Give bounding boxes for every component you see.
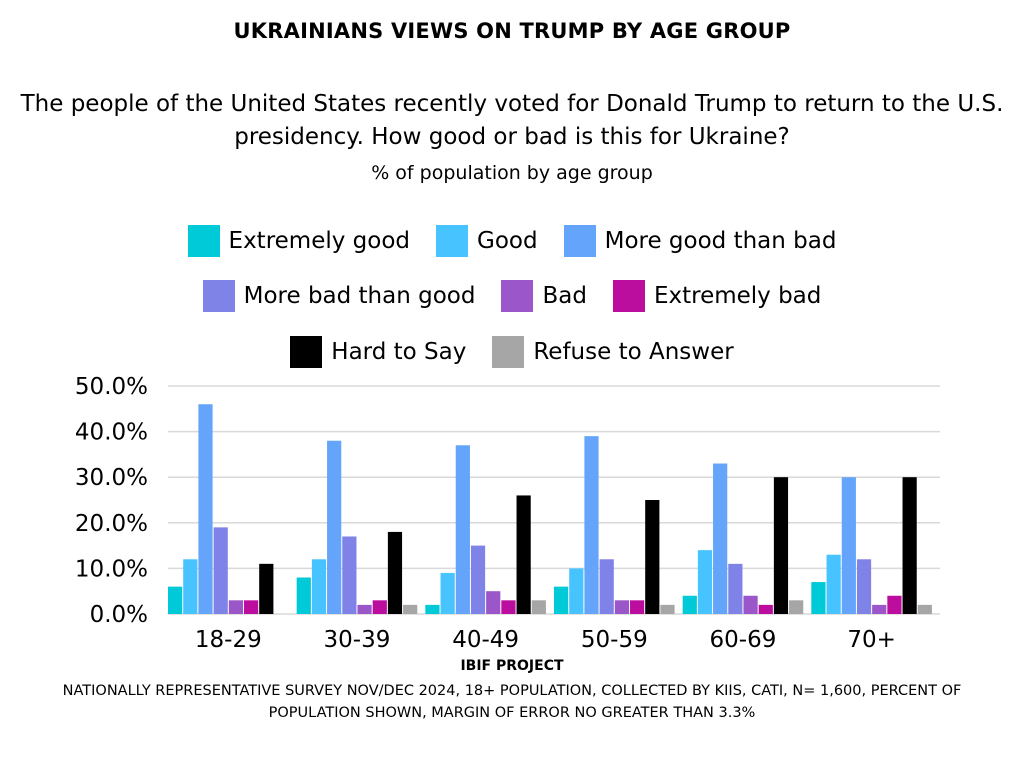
bar xyxy=(168,586,183,614)
legend-item-more-bad-than-good: More bad than good xyxy=(202,280,476,312)
chart-subtitle: % of population by age group xyxy=(371,162,653,184)
bar xyxy=(872,604,887,614)
bar xyxy=(789,600,804,614)
bar xyxy=(758,604,773,614)
bar xyxy=(630,600,645,614)
x-tick-label: 50-59 xyxy=(581,627,648,653)
legend-item-more-good-than-bad: More good than bad xyxy=(563,225,837,257)
legend-item-bad: Bad xyxy=(501,280,587,312)
bar xyxy=(372,600,387,614)
bar xyxy=(357,604,372,614)
bar xyxy=(902,477,917,614)
bar xyxy=(296,577,311,614)
bar xyxy=(516,495,531,614)
y-tick-label: 50.0% xyxy=(75,374,148,400)
y-tick-label: 20.0% xyxy=(75,511,148,537)
bar xyxy=(743,595,758,614)
bar xyxy=(531,600,546,614)
bar xyxy=(425,604,440,614)
legend-label: Extremely good xyxy=(228,228,411,254)
y-tick-label: 30.0% xyxy=(75,465,148,491)
bar xyxy=(841,477,856,614)
bar xyxy=(697,550,713,614)
legend-label: More good than bad xyxy=(604,228,837,254)
bar xyxy=(244,600,259,614)
bar xyxy=(773,477,789,614)
bar xyxy=(259,563,274,614)
legend-row-2: More bad than good Bad Extremely bad xyxy=(0,280,1024,312)
bar xyxy=(599,559,614,614)
bar xyxy=(887,595,902,614)
legend-label: More bad than good xyxy=(243,283,476,309)
legend-swatch xyxy=(436,225,469,257)
bar xyxy=(213,527,228,614)
bar xyxy=(228,600,243,614)
legend-swatch xyxy=(202,280,235,312)
bar xyxy=(440,572,455,614)
bar xyxy=(183,559,198,614)
legend-item-hard-to-say: Hard to Say xyxy=(290,336,466,368)
bar xyxy=(682,595,697,614)
legend-swatch xyxy=(187,225,220,257)
bar xyxy=(645,500,660,614)
legend-swatch xyxy=(501,280,534,312)
bar xyxy=(403,604,418,614)
legend-item-good: Good xyxy=(436,225,538,257)
legend-item-extremely-good: Extremely good xyxy=(187,225,411,257)
footer-project: IBIF PROJECT xyxy=(460,658,564,674)
bar xyxy=(713,463,728,614)
x-tick-label: 70+ xyxy=(847,627,896,653)
bar xyxy=(311,559,327,614)
bar xyxy=(826,554,841,614)
bar xyxy=(342,536,357,614)
legend-label: Extremely bad xyxy=(653,283,822,309)
legend-item-extremely-bad: Extremely bad xyxy=(612,280,822,312)
y-tick-label: 0.0% xyxy=(90,602,148,628)
bar xyxy=(455,445,470,614)
legend-label: Bad xyxy=(542,283,587,309)
bar xyxy=(569,568,584,614)
bar xyxy=(728,563,743,614)
legend-swatch xyxy=(563,225,596,257)
legend-swatch xyxy=(612,280,645,312)
bar xyxy=(811,582,826,614)
legend-row-1: Extremely good Good More good than bad xyxy=(0,225,1024,257)
bar xyxy=(614,600,629,614)
x-tick-label: 30-39 xyxy=(324,627,391,653)
bar xyxy=(554,586,569,614)
legend-label: Hard to Say xyxy=(331,339,467,365)
bar xyxy=(584,436,599,614)
legend-label: Refuse to Answer xyxy=(533,339,734,365)
legend-item-refuse-to-answer: Refuse to Answer xyxy=(492,336,734,368)
footer-methodology-note: NATIONALLY REPRESENTATIVE SURVEY NOV/DEC… xyxy=(62,683,962,721)
bar xyxy=(917,604,932,614)
x-tick-label: 18-29 xyxy=(195,627,262,653)
bar xyxy=(387,531,403,614)
bar xyxy=(856,559,872,614)
legend-row-3: Hard to Say Refuse to Answer xyxy=(0,336,1024,368)
bar-chart: 0.0% 10.0% 20.0% 30.0% 40.0% 50.0% 18-29 30-39 4… xyxy=(75,374,940,653)
y-tick-label: 40.0% xyxy=(75,420,148,446)
bar xyxy=(470,545,486,614)
legend-swatch xyxy=(290,336,323,368)
bar xyxy=(660,604,675,614)
bar xyxy=(198,404,213,614)
legend-swatch xyxy=(492,336,525,368)
bar xyxy=(486,591,501,614)
x-tick-label: 40-49 xyxy=(452,627,519,653)
bar xyxy=(327,440,342,614)
y-tick-label: 10.0% xyxy=(75,556,148,582)
bar xyxy=(501,600,516,614)
survey-question: The people of the United States recently… xyxy=(20,91,1004,150)
chart-title: UKRAINIANS VIEWS ON TRUMP BY AGE GROUP xyxy=(233,19,791,43)
legend-label: Good xyxy=(477,228,538,254)
x-tick-label: 60-69 xyxy=(710,627,777,653)
